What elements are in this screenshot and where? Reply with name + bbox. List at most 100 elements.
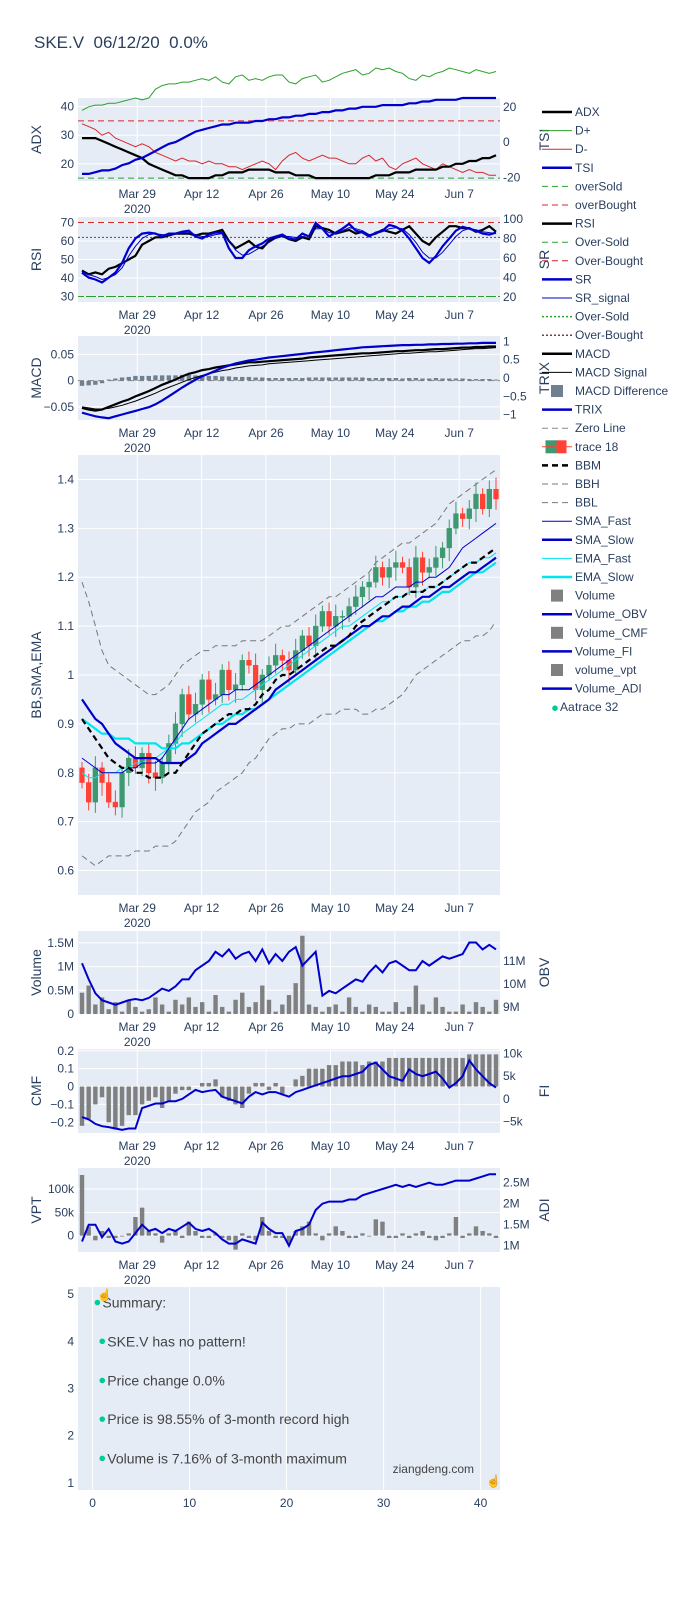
legend-item[interactable]: EMA_Slow: [542, 570, 634, 584]
cmf-ylabel2: FI: [536, 1085, 552, 1097]
legend-item[interactable]: BBM: [542, 458, 601, 472]
volume-bar: [460, 1004, 465, 1014]
legend-item[interactable]: Volume_FI: [542, 644, 632, 658]
macd-diff-bar: [413, 378, 419, 381]
rsi-xtick-label: Apr 12: [184, 308, 220, 322]
macd-diff-bar: [213, 375, 218, 381]
adx-ytick-label: 40: [61, 100, 75, 114]
legend-label: SMA_Fast: [575, 514, 632, 528]
macd-diff-bar: [487, 379, 492, 381]
cmf-bar: [253, 1082, 258, 1087]
legend-item[interactable]: TRIX: [542, 403, 602, 417]
macd-y2tick-label: −0.5: [503, 389, 527, 403]
legend-item[interactable]: SMA_Slow: [542, 533, 634, 547]
legend-label: BBM: [575, 458, 601, 472]
volume-bar: [313, 1006, 318, 1014]
legend-item[interactable]: BBH: [542, 477, 600, 491]
legend-swatch: [551, 589, 563, 602]
macd-diff-bar: [133, 375, 138, 381]
legend-item[interactable]: RSI: [542, 217, 595, 231]
volume-bar: [233, 999, 238, 1014]
legend-label: Over-Bought: [575, 328, 644, 342]
macd-diff-bar: [126, 376, 131, 381]
macd-diff-bar: [286, 378, 292, 381]
legend-item[interactable]: Volume_CMF: [551, 626, 648, 640]
candle-body: [126, 757, 132, 774]
adx-ylabel: ADX: [28, 124, 44, 153]
legend-item[interactable]: Zero Line: [542, 421, 626, 435]
macd-diff-bar: [440, 378, 445, 381]
legend-item[interactable]: Over-Bought: [542, 328, 644, 342]
legend-item[interactable]: Volume: [551, 589, 615, 603]
cmf-bar: [393, 1057, 399, 1087]
macd-diff-bar: [226, 376, 232, 381]
rsi-y2tick-label: 100: [503, 212, 523, 226]
cmf-bar: [206, 1082, 212, 1087]
macd-y2tick-label: 1: [503, 334, 510, 348]
summary-ytick-label: 5: [67, 1287, 74, 1301]
legend-label: EMA_Slow: [575, 570, 634, 584]
summary-marker: [99, 1377, 106, 1384]
legend-item[interactable]: MACD: [542, 347, 611, 361]
drag-handle-icon: ☝: [486, 1473, 501, 1488]
cmf-bar: [340, 1061, 345, 1087]
candle-body: [339, 616, 346, 618]
volume-bar: [273, 1011, 278, 1014]
adx-xtick-year: 2020: [124, 202, 151, 216]
legend-item[interactable]: ADX: [542, 105, 600, 119]
price-xtick-year: 2020: [124, 916, 151, 930]
vpt-bar: [366, 1235, 372, 1237]
legend-item[interactable]: overBought: [542, 198, 637, 212]
candle-body: [179, 694, 185, 725]
legend-label: Over-Sold: [575, 310, 629, 324]
vpt-bar: [79, 1175, 85, 1236]
legend-item[interactable]: TSI: [542, 161, 594, 175]
volume-bar: [353, 1006, 358, 1014]
legend-item[interactable]: D-: [542, 142, 588, 156]
legend-item[interactable]: MACD Difference: [551, 384, 668, 398]
bbl-line: [81, 620, 497, 867]
candle-body: [473, 493, 479, 510]
macd-xtick-label: Apr 26: [248, 426, 284, 440]
legend-item[interactable]: overSold: [542, 179, 622, 193]
legend-item[interactable]: SMA_Fast: [542, 514, 632, 528]
cmf-bar: [240, 1086, 245, 1108]
legend-item[interactable]: Volume_ADI: [542, 682, 642, 696]
vpt-bar: [240, 1233, 245, 1236]
price-ytick-label: 1.2: [57, 570, 74, 584]
candle-body: [453, 513, 459, 529]
cmf-xtick-label: Mar 29: [119, 1139, 157, 1153]
cmf-bar: [326, 1065, 332, 1087]
legend-item[interactable]: BBL: [542, 496, 598, 510]
macd-diff-bar: [313, 377, 318, 381]
macd-diff-bar: [186, 374, 192, 381]
vpt-bar: [326, 1233, 332, 1236]
candle-body: [186, 694, 192, 715]
legend-item[interactable]: volume_vpt: [551, 663, 637, 677]
legend-label: Volume: [575, 589, 615, 603]
legend-item[interactable]: Aa trace 32: [552, 700, 619, 714]
legend-item[interactable]: Over-Sold: [542, 235, 629, 249]
vpt-bar: [99, 1231, 105, 1236]
legend-item[interactable]: D+: [542, 124, 591, 138]
volume-bar: [113, 1002, 118, 1014]
vpt-ytick-label: 50k: [55, 1205, 75, 1219]
legend-item[interactable]: Over-Sold: [542, 310, 629, 324]
cmf-bar: [480, 1054, 485, 1087]
candle-body: [493, 488, 499, 500]
rsi-xtick-year: 2020: [124, 323, 151, 337]
legend-item[interactable]: trace 18: [542, 440, 619, 454]
macd-diff-bar: [346, 377, 352, 381]
legend-item[interactable]: MACD Signal: [542, 365, 647, 379]
legend-item[interactable]: Over-Bought: [542, 254, 644, 268]
candle-body: [359, 586, 366, 598]
candle-body: [232, 684, 239, 690]
legend-item[interactable]: SR: [542, 272, 592, 286]
legend-item[interactable]: SR_signal: [542, 291, 630, 305]
volume-bar: [93, 1004, 98, 1014]
legend-item[interactable]: Volume_OBV: [542, 607, 647, 621]
volume-bar: [193, 1006, 198, 1014]
candle-body: [393, 562, 399, 568]
legend-item[interactable]: EMA_Fast: [542, 551, 632, 565]
legend-label: BBH: [575, 477, 600, 491]
